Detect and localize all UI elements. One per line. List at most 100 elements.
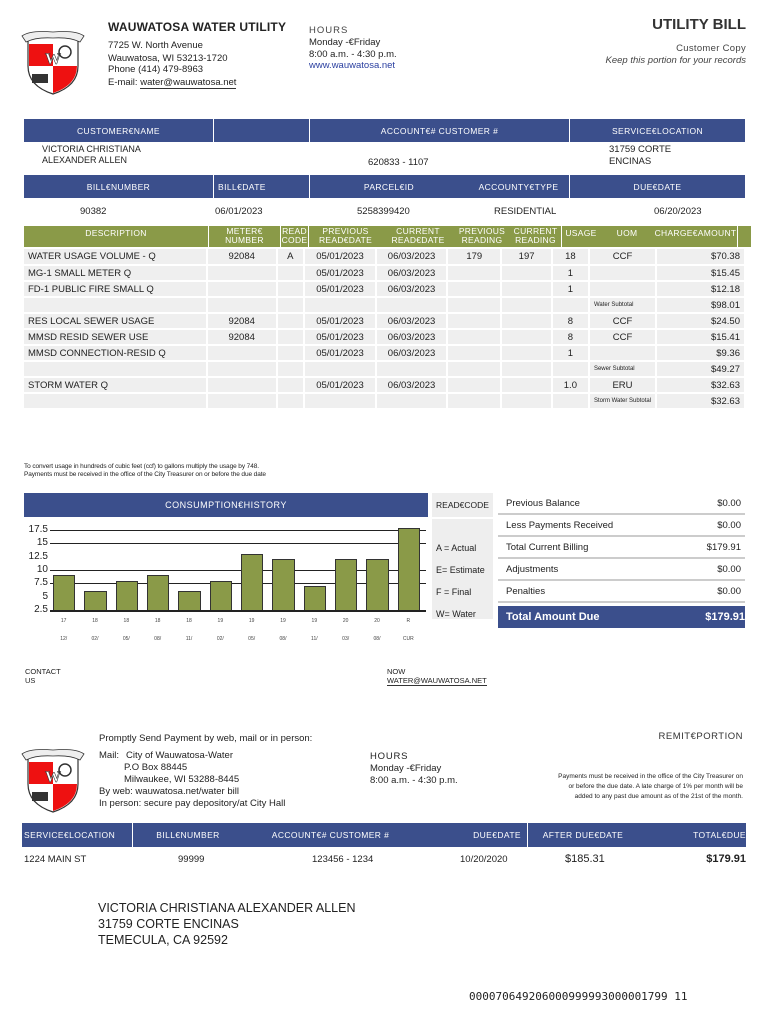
cell-prev-read xyxy=(447,345,503,362)
cell-code xyxy=(276,393,305,410)
email-label: E-mail: xyxy=(108,77,138,88)
x-tick-label-top: 18 xyxy=(123,618,130,624)
pay-in-person: In person: secure pay depository/at City… xyxy=(99,798,286,809)
cell-prev-date: 05/01/2023 xyxy=(303,249,378,266)
header-parcel-id: PARCEL€ID xyxy=(363,181,415,192)
x-tick-label-bottom: CUR xyxy=(402,636,414,642)
summary-value: $179.91 xyxy=(706,541,741,553)
cell-code xyxy=(276,265,305,282)
cell-desc xyxy=(24,393,208,410)
phone: Phone (414) 479-8963 xyxy=(108,64,204,75)
table-row: MMSD CONNECTION-RESID Q 05/01/2023 06/03/2… xyxy=(24,345,746,362)
cell-cur-read xyxy=(501,329,553,346)
x-tick-label-top: 19 xyxy=(217,618,224,624)
x-tick-label-top: 18 xyxy=(186,618,192,624)
charges-header: DESCRIPTION METER€ NUMBER READ CODE PREVIO… xyxy=(24,226,751,247)
conversion-note: To convert usage in hundreds of cubic fe… xyxy=(24,463,259,470)
cell-desc: MMSD CONNECTION-RESID Q xyxy=(24,345,208,362)
website-link[interactable]: www.wauwatosa.net xyxy=(309,60,396,71)
cell-code xyxy=(276,281,305,298)
cell-uom xyxy=(588,281,658,298)
cell-desc: MMSD RESID SEWER USE xyxy=(24,329,208,346)
cell-cur-read xyxy=(501,377,553,394)
remit-header-row: SERVICE€LOCATION BILL€NUMBER ACCOUNT€# C… xyxy=(22,823,746,847)
cell-cur-date: 06/03/2023 xyxy=(376,265,449,282)
consumption-chart: 17.5 15 12.5 10 7.5 5 2.5 17 12/18 02/18 05/18 08/1… xyxy=(29,524,426,642)
col-charge-amount: CHARGE€AMOUNT xyxy=(654,226,738,247)
remit-due-date: 10/20/2020 xyxy=(460,854,508,865)
contact-us: CONTACT US xyxy=(25,667,61,685)
cell-usage xyxy=(551,393,590,410)
x-tick-label-bottom: 11/ xyxy=(311,636,318,642)
total-amount-due-row: Total Amount Due $179.91 xyxy=(498,606,745,628)
late-charge-note: Payments must be received in the office … xyxy=(558,772,743,802)
cell-uom: Storm Water Subtotal xyxy=(588,393,658,410)
gridline xyxy=(50,583,426,585)
cell-cur-date: 06/03/2023 xyxy=(376,281,449,298)
x-tick-label-bottom: 08/ xyxy=(154,636,162,642)
cell-code xyxy=(276,297,305,314)
x-tick-label-bottom: 08/ xyxy=(373,636,381,642)
total-amount-due-value: $179.91 xyxy=(705,611,745,623)
remit-header-due-date: DUE€DATE xyxy=(418,823,528,847)
cell-meter: 92084 xyxy=(206,329,278,346)
cell-prev-date: 05/01/2023 xyxy=(303,377,378,394)
read-code-legend: A = Actual E= Estimate F = Final W= Wate… xyxy=(432,519,493,619)
mailing-street: 31759 CORTE ENCINAS xyxy=(98,917,239,931)
summary-value: $0.00 xyxy=(717,519,741,531)
summary-label: Penalties xyxy=(506,585,546,597)
cell-code xyxy=(276,313,305,330)
svg-text:W: W xyxy=(45,51,61,68)
logo: W xyxy=(20,30,86,101)
payment-note: Payments must be received in the office … xyxy=(24,471,266,478)
chart-bar xyxy=(366,559,389,610)
mailing-address: VICTORIA CHRISTIANA ALEXANDER ALLEN 3175… xyxy=(98,900,356,948)
x-tick-label-top: 19 xyxy=(280,618,286,624)
table-row: RES LOCAL SEWER USAGE 92084 05/01/2023 06/0… xyxy=(24,313,746,330)
cell-usage: 1 xyxy=(551,345,590,362)
cell-usage: 8 xyxy=(551,329,590,346)
cell-meter xyxy=(206,393,278,410)
summary-value: $0.00 xyxy=(717,585,741,597)
read-code-title: READ€CODE xyxy=(432,493,493,517)
cell-meter: 92084 xyxy=(206,249,278,266)
bill-date: 06/01/2023 xyxy=(215,206,263,217)
x-tick-label-top: 18 xyxy=(92,618,98,624)
cell-prev-date xyxy=(303,361,378,378)
cell-prev-date: 05/01/2023 xyxy=(303,313,378,330)
contact-email-link[interactable]: WATER@WAUWATOSA.NET xyxy=(387,676,487,686)
cell-cur-read: 197 xyxy=(501,249,553,266)
chart-bar xyxy=(115,580,138,610)
table-row: MMSD RESID SEWER USE 92084 05/01/2023 06/03… xyxy=(24,329,746,346)
col-prev-read-date: PREVIOUS READ€DATE xyxy=(318,226,373,245)
col-meter-number: METER€ NUMBER xyxy=(209,226,281,247)
header-service-location: SERVICE€LOCATION xyxy=(611,125,704,136)
remit-header-total-due: TOTAL€DUE xyxy=(693,830,746,840)
address-line1: 7725 W. North Avenue xyxy=(108,40,203,51)
summary-row: Adjustments $0.00 xyxy=(498,559,745,581)
remit-header-service-location: SERVICE€LOCATION xyxy=(22,823,133,847)
cell-amount: $15.45 xyxy=(656,265,746,282)
y-tick-label: 10 xyxy=(36,564,48,575)
gridline xyxy=(50,570,426,571)
x-tick-label-top: 18 xyxy=(154,618,161,624)
email-row: E-mail: water@wauwatosa.net xyxy=(108,77,298,89)
cell-desc: FD-1 PUBLIC FIRE SMALL Q xyxy=(24,281,208,298)
contact-label-1: CONTACT xyxy=(25,667,61,676)
remit-hours-time: 8:00 a.m. - 4:30 p.m. xyxy=(370,775,458,786)
remit-prompt: Promptly Send Payment by web, mail or in… xyxy=(99,733,313,744)
cell-prev-read xyxy=(447,297,503,314)
remit-hours-title: HOURS xyxy=(370,751,409,762)
email-link[interactable]: water@wauwatosa.net xyxy=(140,77,237,89)
header-account-type: ACCOUNTY€TYPE xyxy=(468,175,570,198)
cell-meter xyxy=(206,265,278,282)
mailing-name: VICTORIA CHRISTIANA ALEXANDER ALLEN xyxy=(98,901,356,915)
cell-usage: 8 xyxy=(551,313,590,330)
col-read-code: READ CODE xyxy=(281,226,309,247)
cell-amount: $49.27 xyxy=(656,361,746,378)
header-blank xyxy=(214,119,310,142)
service-location: 31759 CORTE ENCINAS xyxy=(609,144,671,168)
cell-amount: $70.38 xyxy=(656,249,746,266)
cell-desc: WATER USAGE VOLUME - Q xyxy=(24,249,208,266)
scanline: 000070649206000999993000001799 11 xyxy=(469,990,688,1003)
